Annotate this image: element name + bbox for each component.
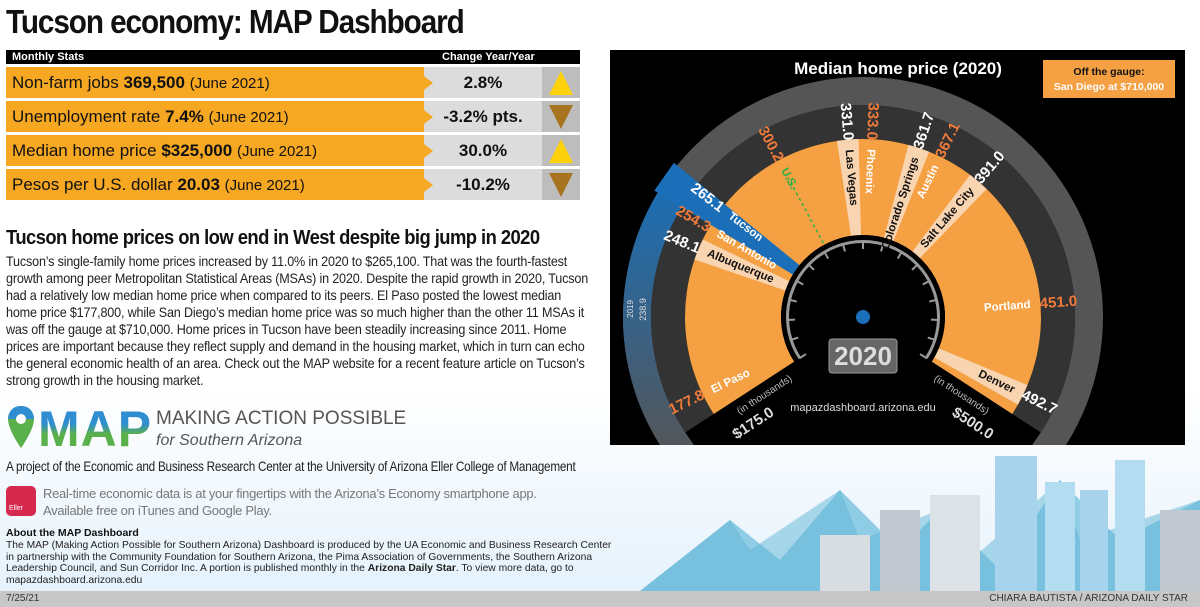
header-change: Change Year/Year xyxy=(442,51,535,63)
app-promo-line2: Available free on iTunes and Google Play… xyxy=(43,503,272,518)
arrow-down-icon xyxy=(549,172,573,197)
stat-value: 369,500 xyxy=(123,73,185,92)
publish-date: 7/25/21 xyxy=(6,593,40,604)
about-text-bold: Arizona Daily Star xyxy=(367,563,456,575)
value-label: 451.0 xyxy=(1039,293,1078,313)
dial-tick xyxy=(922,279,931,286)
trend-cell xyxy=(542,101,580,132)
article-body: Tucson’s single-family home prices incre… xyxy=(6,253,589,388)
stat-period: (June 2021) xyxy=(236,143,318,160)
stat-label: Pesos per U.S. dollar 20.03 (June 2021) xyxy=(6,169,424,200)
trend-cell xyxy=(542,169,580,200)
stat-row: Unemployment rate 7.4% (June 2021) -3.2%… xyxy=(6,101,580,132)
article-heading: Tucson home prices on low end in West de… xyxy=(6,227,540,249)
stat-label: Non-farm jobs 369,500 (June 2021) xyxy=(6,67,424,98)
stat-period: (June 2021) xyxy=(189,75,270,92)
arrow-up-icon xyxy=(549,138,573,163)
about-text: The MAP (Making Action Possible for Sout… xyxy=(6,540,618,586)
city-divider xyxy=(694,239,790,291)
callout-line1: Off the gauge: xyxy=(1073,66,1144,78)
arrow-up-icon xyxy=(549,70,573,95)
inner-dial xyxy=(781,234,945,362)
app-icon[interactable]: Eller xyxy=(6,486,36,516)
city-divider xyxy=(912,174,987,259)
tucson-outer-band xyxy=(623,178,694,462)
dial-tick xyxy=(788,298,798,303)
prior-value-label: 238.9 xyxy=(638,298,648,321)
stat-label: Median home price $325,000 (June 2021) xyxy=(6,135,424,166)
stat-row: Pesos per U.S. dollar 20.03 (June 2021) … xyxy=(6,169,580,200)
needle-hub xyxy=(856,310,870,324)
dial-tick xyxy=(911,263,919,271)
dial-tick xyxy=(790,336,799,341)
stats-rows: Non-farm jobs 369,500 (June 2021) 2.8% U… xyxy=(6,67,580,200)
year-display: 2020 xyxy=(834,341,892,371)
arrow-down-icon xyxy=(549,104,573,129)
stat-period: (June 2021) xyxy=(224,177,305,194)
city-label: Portland xyxy=(984,299,1031,314)
gauge-chart-panel: El Paso 177.8 Albuquerque 248.1 San Antonio 2… xyxy=(610,50,1185,462)
dial-tick xyxy=(795,279,804,286)
header-monthly-stats: Monthly Stats xyxy=(12,51,85,63)
tagline: MAKING ACTION POSSIBLE xyxy=(156,408,407,429)
footer-bar: 7/25/21 CHIARA BAUTISTA / ARIZONA DAILY … xyxy=(0,591,1200,607)
city-label: Las Vegas xyxy=(843,149,860,206)
value-label: 331.0 xyxy=(837,102,857,141)
monthly-stats-table: Monthly Stats Change Year/Year Non-farm … xyxy=(6,50,580,200)
about-title: About the MAP Dashboard xyxy=(6,527,139,539)
stat-change: 2.8% xyxy=(424,67,542,98)
callout-box xyxy=(1043,60,1175,98)
stat-change: -10.2% xyxy=(424,169,542,200)
about-text-2: . To view more data, go to mapazdashboar… xyxy=(6,563,574,586)
value-label: 333.0 xyxy=(863,102,882,140)
stat-change: -3.2% pts. xyxy=(424,101,542,132)
project-line: A project of the Economic and Business R… xyxy=(6,458,576,474)
gauge-value-ring xyxy=(651,104,1075,433)
about-text-1: The MAP (Making Action Possible for Sout… xyxy=(6,540,612,575)
prior-year-label: 2019 xyxy=(626,300,635,318)
page-title: Tucson economy: MAP Dashboard xyxy=(6,3,465,40)
stats-header: Monthly Stats Change Year/Year xyxy=(6,50,580,64)
trend-cell xyxy=(542,67,580,98)
dial-tick xyxy=(896,251,903,260)
city-divider xyxy=(934,348,1028,405)
stat-label: Unemployment rate 7.4% (June 2021) xyxy=(6,101,424,132)
dial-tick xyxy=(880,243,885,252)
chart-title: Median home price (2020) xyxy=(794,59,1002,78)
stat-name: Unemployment rate xyxy=(12,107,161,126)
dial-tick xyxy=(798,353,807,360)
stat-value: 7.4% xyxy=(165,107,204,126)
stat-value: 20.03 xyxy=(177,175,220,194)
app-promo-line1: Real-time economic data is at your finge… xyxy=(43,486,537,501)
dial-tick xyxy=(919,353,928,360)
city-divider xyxy=(883,144,930,241)
chart-url: mapazdashboard.arizona.edu xyxy=(790,402,936,414)
dial-tick xyxy=(928,298,938,303)
stat-name: Pesos per U.S. dollar xyxy=(12,175,173,194)
stat-value: $325,000 xyxy=(161,141,233,160)
stat-name: Median home price xyxy=(12,141,157,160)
stat-name: Non-farm jobs xyxy=(12,73,119,92)
map-pin-icon xyxy=(8,406,34,448)
dial-tick xyxy=(841,243,846,252)
credit: CHIARA BAUTISTA / ARIZONA DAILY STAR xyxy=(989,593,1188,604)
dial-tick xyxy=(807,263,815,271)
map-logo: MAP xyxy=(38,401,153,457)
dial-tick xyxy=(823,251,830,260)
tagline-sub: for Southern Arizona xyxy=(156,432,303,449)
callout-line2: San Diego at $710,000 xyxy=(1054,81,1164,93)
dial-tick xyxy=(927,336,936,341)
stat-period: (June 2021) xyxy=(208,109,289,126)
stat-change: 30.0% xyxy=(424,135,542,166)
skyline-illustration xyxy=(640,456,1200,591)
city-divider xyxy=(836,139,861,236)
city-label: Phoenix xyxy=(862,149,876,195)
year-odometer xyxy=(828,338,898,374)
trend-cell xyxy=(542,135,580,166)
stat-row: Median home price $325,000 (June 2021) 3… xyxy=(6,135,580,166)
stat-row: Non-farm jobs 369,500 (June 2021) 2.8% xyxy=(6,67,580,98)
